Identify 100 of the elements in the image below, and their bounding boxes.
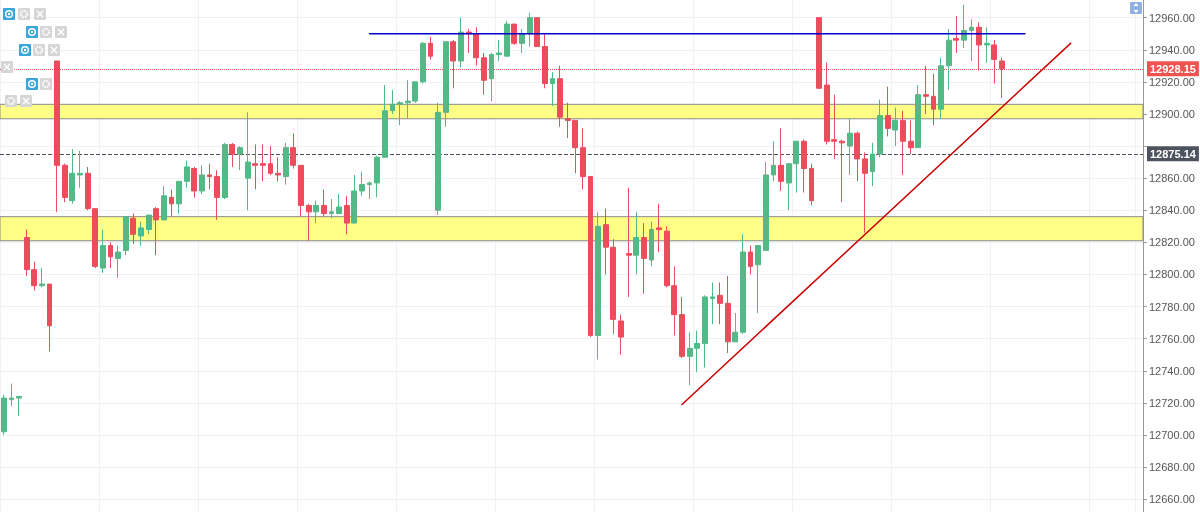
candlestick [801,139,807,194]
candlestick [473,26,479,67]
candlestick [702,294,708,369]
y-tick-label: 12960.00 [1149,11,1195,24]
candlestick [809,163,814,206]
candlestick [191,166,197,198]
candlestick [9,383,14,407]
candlestick [306,203,312,242]
candlestick [138,220,144,247]
candlestick [732,312,738,343]
candlestick [961,4,967,49]
candlestick [580,127,586,190]
candlestick [374,155,380,198]
candlestick [176,180,182,214]
y-tick-label: 12780.00 [1149,300,1195,313]
y-tick-label: 12860.00 [1149,172,1195,185]
y-tick-label: 12760.00 [1149,332,1195,345]
candlestick [214,169,220,221]
y-tick-label: 12800.00 [1149,268,1195,281]
candlestick [222,142,228,200]
candlestick [519,28,525,54]
candlestick [1,394,7,436]
candlestick [77,150,83,189]
candlestick [778,127,784,192]
candlestick [771,140,776,182]
candlestick [39,267,45,288]
y-tick-label: 12720.00 [1149,396,1195,409]
candlestick [649,220,654,267]
y-tick-label: 12900.00 [1149,107,1195,120]
candlestick [237,145,243,171]
candlestick [633,211,639,275]
candlestick [511,23,517,46]
candlestick [397,100,403,126]
candlestick [260,143,266,182]
candlestick [252,143,258,190]
candlestick [717,281,723,325]
candlestick [153,206,159,256]
candlestick [496,39,502,62]
candlestick [382,84,388,158]
candlestick [892,107,898,147]
candlestick [100,229,106,274]
candlestick [984,26,990,64]
ref-line-label: 12875.14 [1150,147,1197,160]
y-tick-label: 12680.00 [1149,461,1195,474]
candlestick [123,216,129,256]
candlestick [900,110,906,176]
candlestick [428,36,433,60]
candlestick [885,86,891,137]
y-tick-label: 12820.00 [1149,236,1195,249]
candlestick [550,71,555,107]
candlestick [367,180,372,200]
candlestick [504,20,510,57]
candlestick [62,163,68,203]
candlestick [679,296,685,359]
candlestick [69,148,75,205]
candlestick [390,89,395,115]
candlestick [953,15,959,54]
candlestick [740,233,746,335]
candlestick [618,314,624,356]
candlestick [969,18,974,62]
candlestick [336,193,342,214]
y-tick-label: 12700.00 [1149,428,1195,441]
candlestick [420,41,426,84]
candlestick [161,185,167,221]
candlestick [207,163,212,190]
candlestick [108,241,113,269]
candlestick [877,99,883,158]
candlestick [229,142,235,168]
candlestick [344,195,350,235]
candlestick [527,12,533,48]
candlestick [641,222,647,295]
candlestick [626,187,632,298]
candlestick [290,132,296,170]
candlestick [915,84,921,149]
candlestick [870,142,875,187]
candlestick [839,139,845,203]
candlestick [16,395,22,417]
candlestick [321,188,327,218]
candlestick [534,17,540,48]
y-tick-label: 12660.00 [1149,493,1195,506]
candlestick [245,111,251,211]
candlestick [199,164,205,195]
ref-line-label: 12928.15 [1150,62,1196,75]
candlestick [946,28,952,91]
candlestick [938,57,944,120]
candlestick [458,17,464,68]
candlestick [595,211,601,361]
candlestick [748,245,753,275]
candlestick [169,188,174,218]
candlestick [47,283,52,352]
candlestick [656,203,662,253]
candlestick [268,145,273,176]
candlestick [283,142,289,186]
y-tick-label: 12920.00 [1149,75,1195,88]
candlestick [329,198,334,219]
candlestick [359,171,365,197]
candlestick [298,164,304,218]
candlestick [435,102,441,216]
candlestick [130,212,136,245]
candlestick [862,151,868,234]
